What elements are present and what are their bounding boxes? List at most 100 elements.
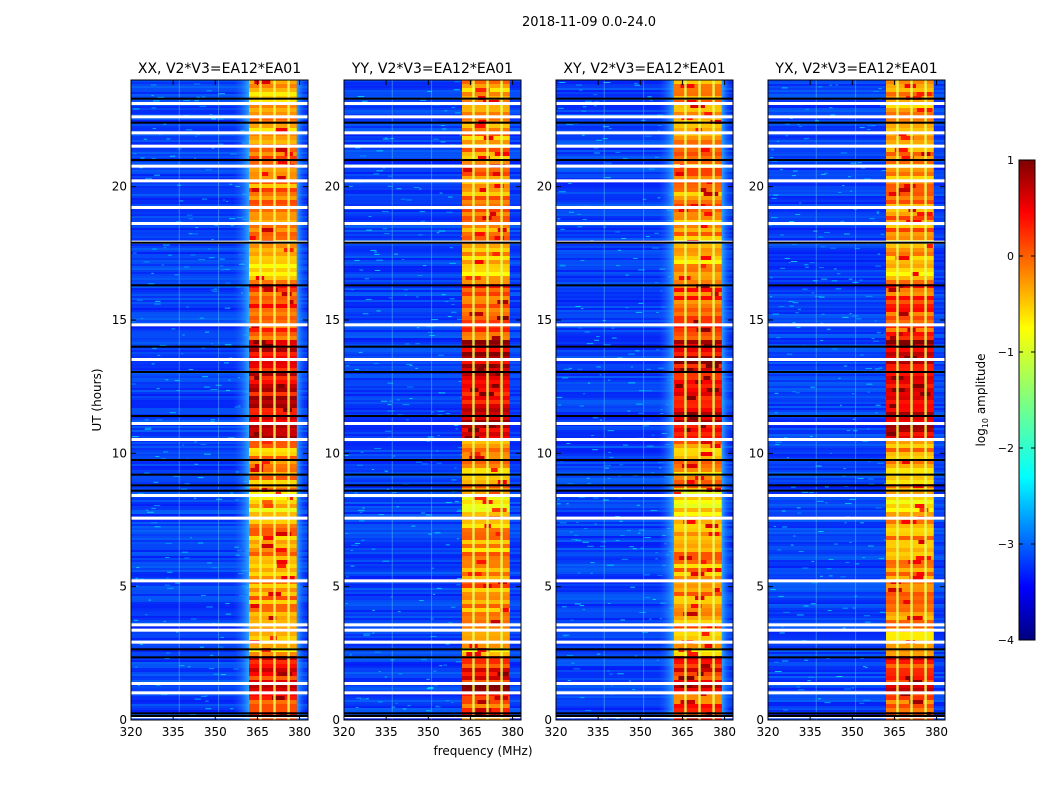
panel-frame <box>130 79 309 721</box>
x-tick-label: 335 <box>375 725 398 739</box>
x-tick-label: 335 <box>162 725 185 739</box>
black-gap <box>344 473 521 476</box>
white-gap <box>556 131 733 135</box>
y-tick-label: 10 <box>749 446 764 460</box>
black-gap <box>344 241 521 244</box>
black-gap <box>344 159 521 161</box>
white-gap <box>556 323 733 327</box>
white-gap <box>556 179 733 183</box>
figure-title: 2018-11-09 0.0-24.0 <box>522 15 656 30</box>
black-gap <box>556 473 733 476</box>
white-gap <box>344 682 521 685</box>
colorbar-tick-label: −4 <box>998 634 1014 647</box>
y-tick-label: 5 <box>544 580 552 594</box>
black-gap <box>768 459 945 461</box>
black-gap <box>131 715 308 717</box>
white-gap <box>344 131 521 135</box>
black-gap <box>768 345 945 348</box>
white-gap <box>131 628 308 632</box>
y-tick-label: 20 <box>749 180 764 194</box>
black-gap <box>131 712 308 715</box>
panel-1-image <box>131 80 308 720</box>
white-gap <box>131 516 308 520</box>
white-gap <box>556 164 733 168</box>
black-gap <box>344 459 521 461</box>
black-gap <box>768 484 945 487</box>
white-gap <box>131 682 308 685</box>
black-gap <box>556 648 733 651</box>
black-gap <box>344 415 521 417</box>
white-gap <box>131 623 308 627</box>
white-gap <box>131 323 308 327</box>
white-gap <box>131 115 308 119</box>
y-tick-label: 20 <box>537 180 552 194</box>
panel-3: XY, V2*V3=EA12*EA01 320 335 350 365 380 0 5 10 15… <box>537 61 736 739</box>
y-tick-label: 0 <box>119 713 127 727</box>
black-gap <box>344 656 521 659</box>
y-tick-label: 15 <box>325 313 340 327</box>
x-tick-label: 365 <box>246 725 269 739</box>
white-gap <box>556 102 733 105</box>
black-gap <box>556 459 733 461</box>
black-gap <box>131 284 308 287</box>
colorbar-tick-label: −1 <box>998 346 1014 359</box>
black-gap <box>344 97 521 100</box>
white-gap <box>768 579 945 583</box>
y-tick-label: 15 <box>537 313 552 327</box>
x-tick-label: 350 <box>841 725 864 739</box>
white-gap <box>344 494 521 497</box>
x-tick-label: 380 <box>713 725 736 739</box>
white-gap <box>768 179 945 183</box>
panel-frame <box>767 79 946 721</box>
black-gap <box>768 371 945 373</box>
panel-1: XX, V2*V3=EA12*EA01 320 335 350 365 380 0 5 10 15… <box>112 61 311 739</box>
black-gap <box>556 159 733 161</box>
panel-4-image <box>768 80 945 720</box>
y-tick-label: 5 <box>119 580 127 594</box>
black-gap <box>768 284 945 287</box>
black-gap <box>556 345 733 348</box>
white-gap <box>131 358 308 361</box>
black-gap <box>131 648 308 651</box>
panel-2: YY, V2*V3=EA12*EA01 320 335 350 365 380 0 5 10 15… <box>325 61 524 739</box>
x-axis-label: frequency (MHz) <box>433 744 532 758</box>
white-gap <box>768 623 945 627</box>
panel-title: YY, V2*V3=EA12*EA01 <box>351 61 513 77</box>
white-gap <box>556 628 733 632</box>
white-gap <box>556 623 733 627</box>
white-gap <box>768 144 945 148</box>
y-tick-label: 10 <box>325 446 340 460</box>
black-gap <box>768 473 945 476</box>
black-gap <box>556 121 733 124</box>
white-gap <box>131 640 308 644</box>
panel-frame <box>555 79 734 721</box>
black-gap <box>131 489 308 492</box>
x-tick-label: 320 <box>545 725 568 739</box>
white-gap <box>556 640 733 644</box>
white-gap <box>131 438 308 441</box>
black-gap <box>768 159 945 161</box>
white-gap <box>344 438 521 441</box>
black-gap <box>556 489 733 492</box>
white-gap <box>344 628 521 632</box>
colorbar-ticks: 1 0 −1 −2 −3 −4 <box>998 154 1035 647</box>
y-tick-label: 0 <box>332 713 340 727</box>
x-tick-label: 350 <box>629 725 652 739</box>
panel-frame <box>343 79 522 721</box>
white-gap <box>768 222 945 225</box>
y-tick-label: 5 <box>756 580 764 594</box>
white-gap <box>131 494 308 497</box>
black-gap <box>768 241 945 244</box>
white-gap <box>768 438 945 441</box>
black-gap <box>344 371 521 373</box>
panel-title: YX, V2*V3=EA12*EA01 <box>774 61 937 77</box>
y-tick-label: 10 <box>537 446 552 460</box>
white-gap <box>556 222 733 225</box>
black-gap <box>344 284 521 287</box>
white-gap <box>556 516 733 520</box>
black-gap <box>131 241 308 244</box>
x-tick-label: 380 <box>925 725 948 739</box>
white-gap <box>768 115 945 119</box>
white-gap <box>131 179 308 183</box>
white-gap <box>768 323 945 327</box>
